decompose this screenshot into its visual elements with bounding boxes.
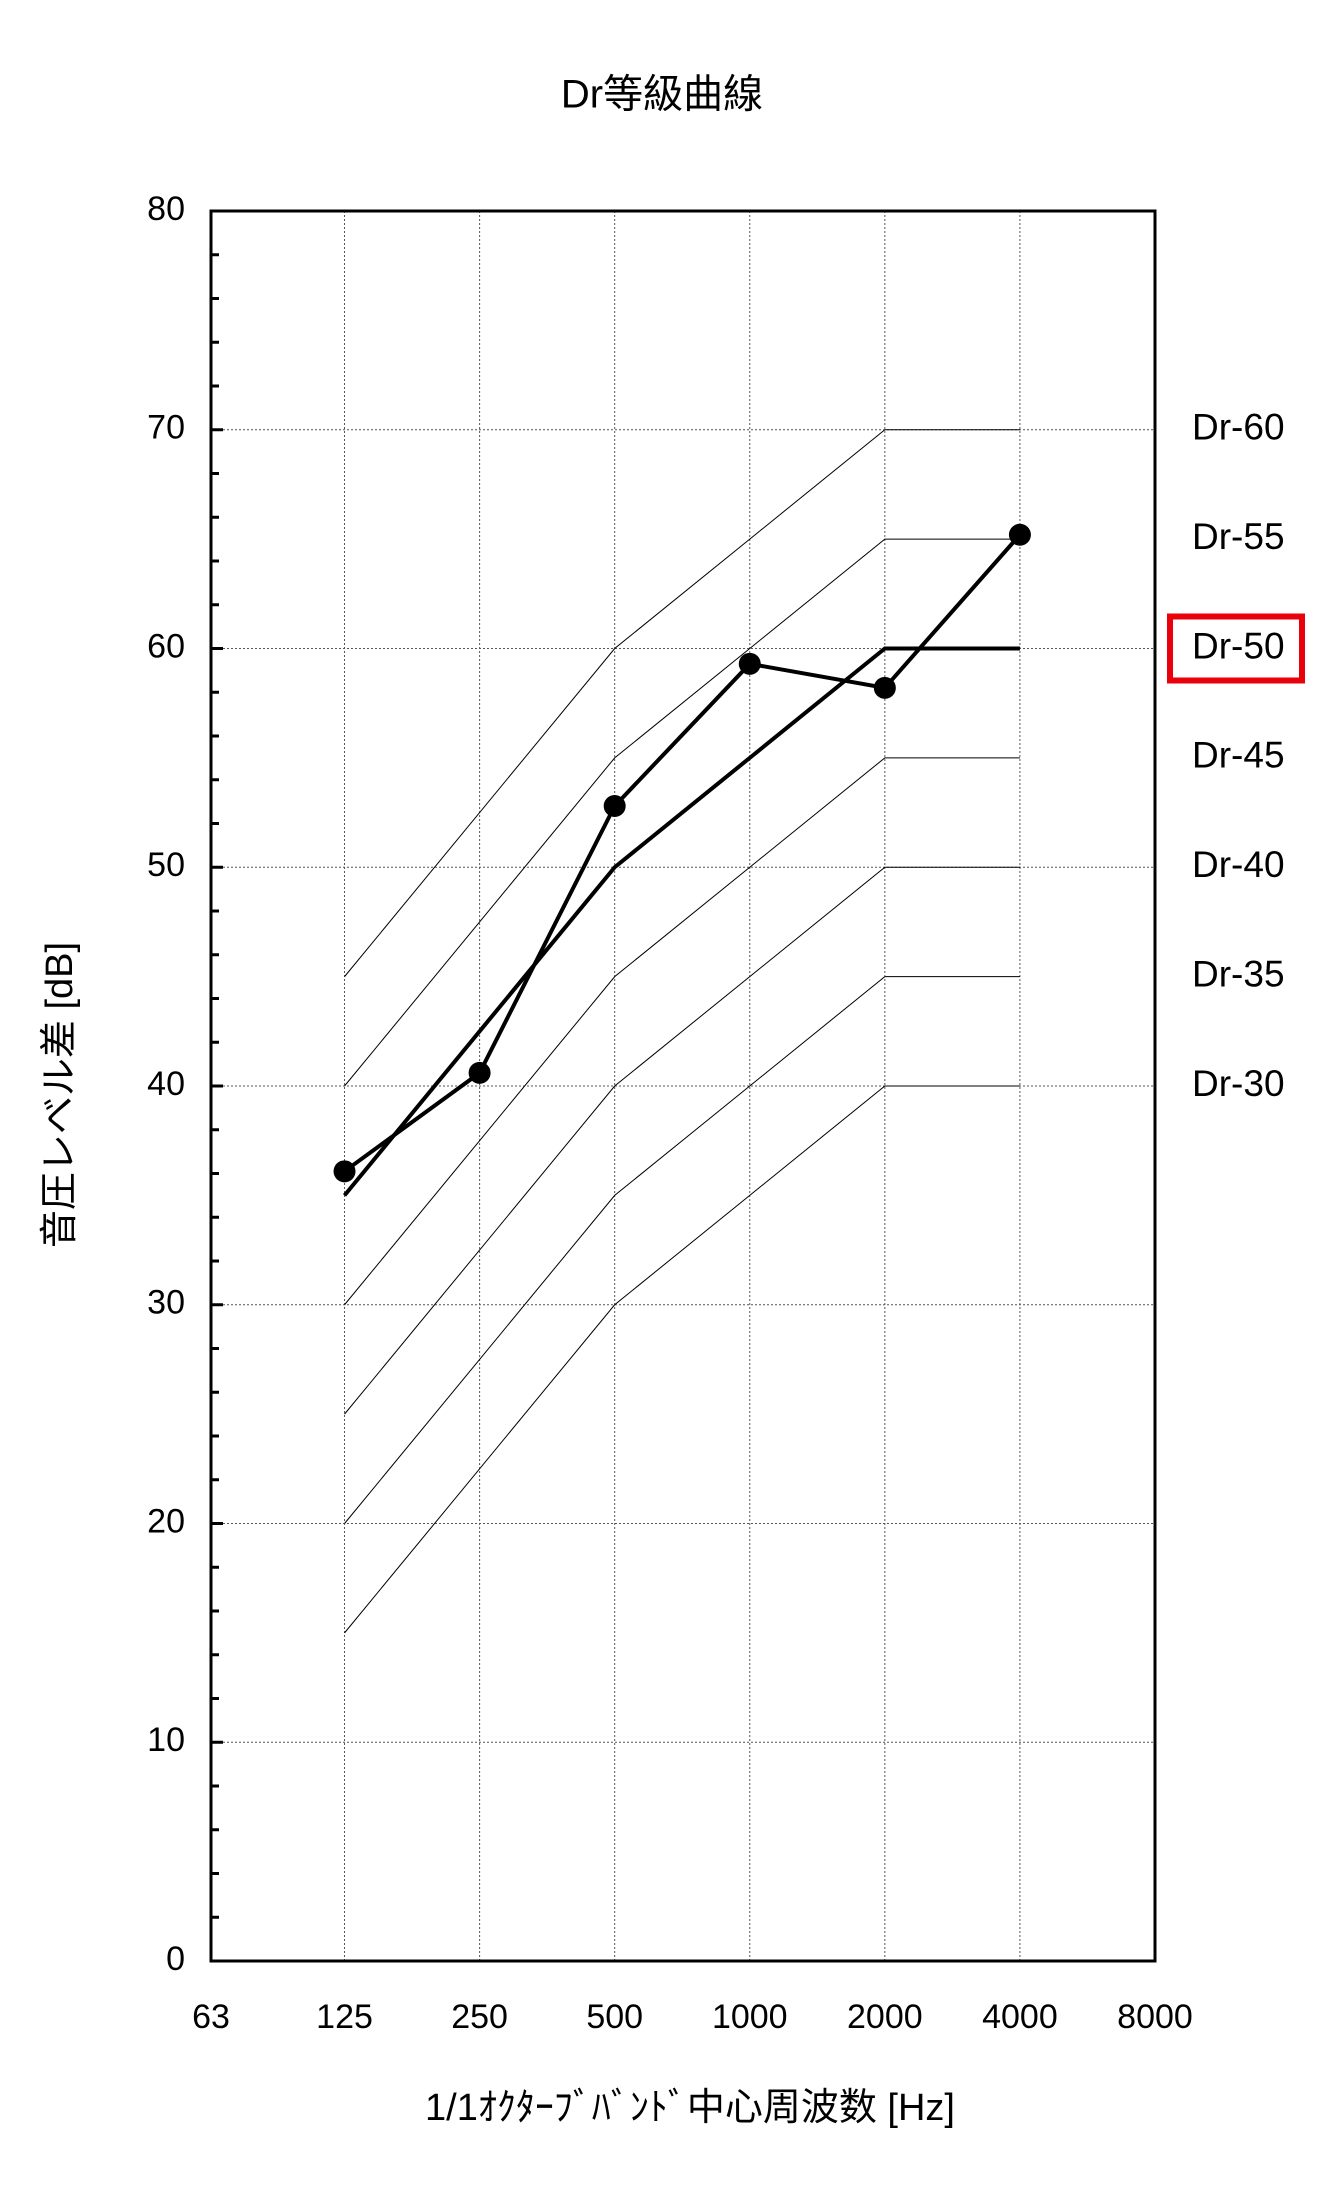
series-label: Dr-45 [1192, 735, 1285, 776]
series-label: Dr-30 [1192, 1063, 1285, 1104]
y-tick-label: 80 [147, 190, 185, 228]
data-point [738, 652, 761, 675]
y-tick-label: 40 [147, 1065, 185, 1103]
x-tick-label: 8000 [1117, 1998, 1193, 2036]
series-line [344, 866, 1020, 1415]
x-tick-label: 500 [586, 1998, 643, 2036]
x-tick-label: 250 [451, 1998, 508, 2036]
x-axis-label: 1/1ｵｸﾀｰﾌﾞﾊﾞﾝﾄﾞ中心周波数 [Hz] [425, 2087, 955, 2129]
x-tick-label: 125 [316, 1998, 373, 2036]
x-tick-label: 1000 [712, 1998, 788, 2036]
data-point [873, 676, 896, 699]
series-line [343, 533, 1022, 1173]
x-tick-label: 63 [192, 1998, 230, 2036]
y-tick-label: 0 [166, 1940, 185, 1978]
highlight-box [1167, 613, 1305, 684]
x-tick-label: 2000 [847, 1998, 923, 2036]
y-tick-label: 70 [147, 409, 185, 447]
data-point [468, 1061, 491, 1084]
series-label: Dr-55 [1192, 516, 1285, 557]
series-line [344, 538, 1020, 1087]
series-line [344, 1085, 1020, 1634]
data-point [333, 1160, 356, 1183]
data-point [1008, 523, 1031, 546]
x-tick-label: 4000 [982, 1998, 1058, 2036]
series-line [344, 757, 1020, 1306]
data-point [603, 795, 626, 817]
series-label: Dr-50 [1192, 625, 1285, 666]
y-axis-label: 音圧レベル差 [dB] [39, 942, 81, 1248]
series-label: Dr-60 [1192, 407, 1285, 448]
series-line [342, 646, 1020, 1197]
y-tick-label: 50 [147, 846, 185, 884]
y-tick-label: 30 [147, 1284, 185, 1322]
chart-title: Dr等級曲線 [561, 73, 763, 117]
y-tick-label: 10 [147, 1721, 185, 1759]
y-tick-label: 20 [147, 1502, 185, 1540]
plot-frame [209, 209, 1157, 1963]
y-tick-label: 60 [147, 627, 185, 665]
series-line [344, 976, 1020, 1524]
series-label: Dr-35 [1192, 953, 1285, 994]
series-label: Dr-40 [1192, 844, 1285, 885]
series-line [344, 429, 1020, 977]
